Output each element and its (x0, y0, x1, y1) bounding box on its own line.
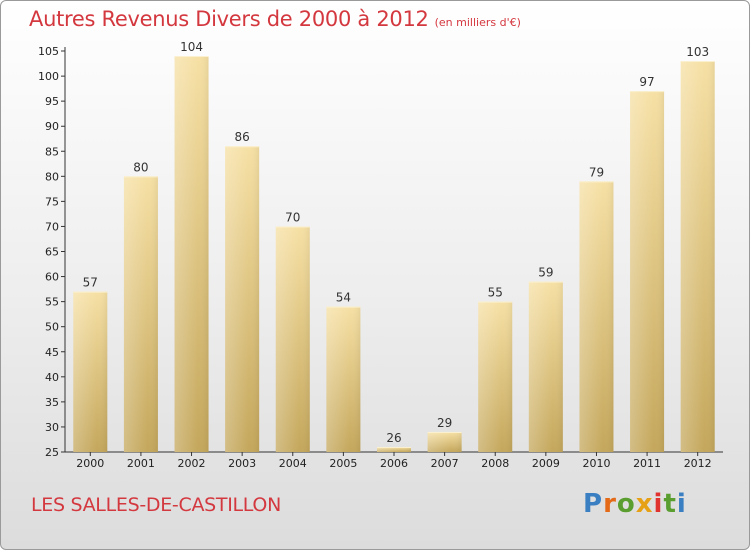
data-label-2005: 54 (336, 291, 351, 305)
data-label-2011: 97 (639, 75, 654, 89)
bar-highlight (174, 56, 209, 452)
bar-highlight (680, 61, 715, 453)
data-label-2006: 26 (386, 431, 401, 445)
x-tick-label: 2007 (431, 457, 459, 470)
y-tick-label: 65 (45, 246, 59, 259)
data-label-2010: 79 (589, 165, 604, 179)
logo-letter: o (616, 489, 636, 519)
logo-letter: i (653, 489, 664, 519)
y-tick-label: 70 (45, 220, 59, 233)
y-tick-label: 80 (45, 170, 59, 183)
bar-highlight (630, 91, 665, 452)
data-label-2007: 29 (437, 416, 452, 430)
y-axis: 25 30 35 40 45 50 55 60 65 70 75 80 85 90 95 100 105 (38, 45, 66, 459)
x-tick-label: 2004 (279, 457, 307, 470)
bars (73, 56, 715, 453)
data-label-2003: 86 (235, 130, 250, 144)
y-tick-label: 100 (38, 70, 59, 83)
y-tick-label: 50 (45, 321, 59, 334)
data-label-2000: 57 (83, 276, 98, 290)
x-tick-label: 2009 (532, 457, 560, 470)
data-labels: 57 80 104 86 70 54 26 29 55 59 79 97 103 (83, 40, 709, 445)
logo-letter: t (663, 489, 677, 519)
y-tick-label: 90 (45, 120, 59, 133)
data-label-2008: 55 (488, 286, 503, 300)
place-name: LES SALLES-DE-CASTILLON (31, 494, 281, 516)
title-block: Autres Revenus Divers de 2000 à 2012 (en … (29, 7, 521, 31)
chart-subtitle: (en milliers d'€) (434, 16, 521, 29)
x-tick-label: 2002 (178, 457, 206, 470)
bar-highlight (427, 431, 462, 452)
x-tick-label: 2011 (633, 457, 661, 470)
x-tick-label: 2006 (380, 457, 408, 470)
bar-highlight (579, 181, 614, 452)
y-tick-label: 85 (45, 145, 59, 158)
x-tick-label: 2010 (582, 457, 610, 470)
x-tick-label: 2005 (329, 457, 357, 470)
bar-highlight (73, 291, 108, 452)
bar-highlight (528, 281, 563, 452)
y-tick-label: 40 (45, 371, 59, 384)
x-tick-label: 2008 (481, 457, 509, 470)
y-tick-label: 25 (45, 446, 59, 459)
logo-letter: P (583, 489, 604, 519)
logo-letter: r (603, 489, 617, 519)
x-tick-label: 2012 (684, 457, 712, 470)
x-tick-label: 2003 (228, 457, 256, 470)
y-tick-label: 95 (45, 95, 59, 108)
chart-title: Autres Revenus Divers de 2000 à 2012 (29, 7, 429, 31)
y-tick-label: 55 (45, 296, 59, 309)
logo-letter: i (676, 489, 687, 519)
data-label-2004: 70 (285, 210, 300, 224)
x-tick-label: 2000 (76, 457, 104, 470)
data-label-2002: 104 (180, 40, 203, 54)
bar-highlight (123, 176, 158, 452)
y-tick-label: 45 (45, 346, 59, 359)
bar-highlight (478, 301, 513, 452)
x-axis: 2000 2001 2002 2003 2004 2005 2006 2007 2008 2009… (65, 451, 723, 470)
y-tick-label: 75 (45, 195, 59, 208)
logo-letter: x (635, 489, 654, 519)
x-tick-label: 2001 (127, 457, 155, 470)
bar-highlight (225, 146, 260, 453)
data-label-2012: 103 (686, 45, 709, 59)
bar-highlight (326, 306, 361, 452)
bar-highlight (377, 446, 411, 452)
y-tick-label: 30 (45, 421, 59, 434)
y-tick-label: 105 (38, 45, 59, 58)
y-tick-label: 60 (45, 271, 59, 284)
bar-highlight (275, 226, 310, 452)
data-label-2009: 59 (538, 266, 553, 280)
proxiti-logo: Proxiti (583, 489, 687, 519)
y-tick-label: 35 (45, 396, 59, 409)
data-label-2001: 80 (133, 160, 148, 174)
